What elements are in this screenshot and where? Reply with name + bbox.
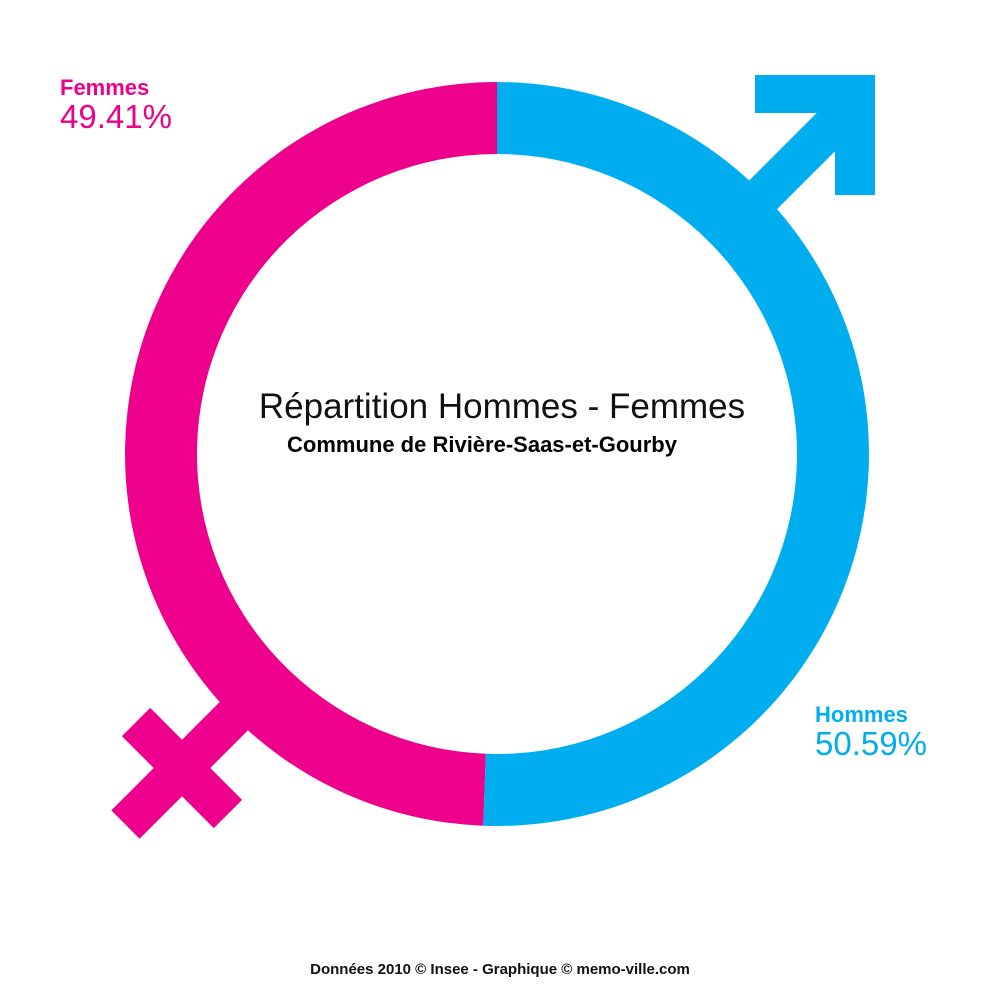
donut — [125, 81, 870, 827]
mars-arrow — [741, 75, 875, 217]
source: Données 2010 © Insee - Graphique © memo-… — [310, 961, 690, 978]
donut-segment — [125, 82, 498, 826]
chart-subtitle: Commune de Rivière-Saas-et-Gourby — [287, 432, 678, 457]
venus-bar — [121, 707, 243, 829]
value-label: 50.59% — [815, 725, 927, 762]
chart-title: Répartition Hommes - Femmes — [259, 387, 745, 426]
mars-shaft — [741, 95, 863, 217]
value-label: 49.41% — [60, 98, 172, 135]
mars-head — [755, 75, 875, 195]
category-label: Hommes — [815, 702, 908, 727]
category-label: Femmes — [60, 75, 149, 100]
donut-segment — [483, 81, 870, 827]
